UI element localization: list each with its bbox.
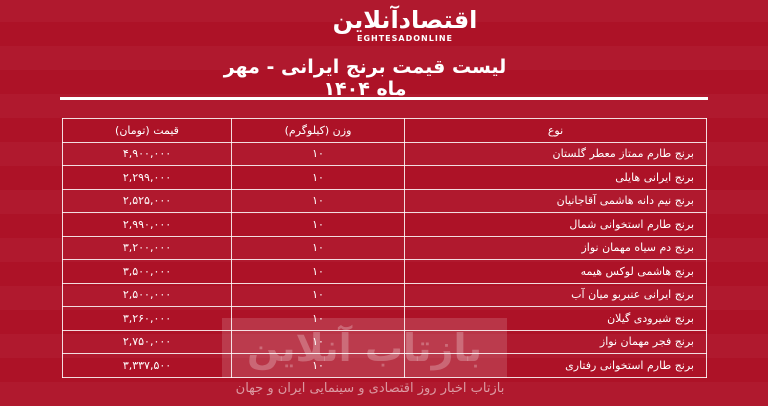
cell-name: برنج نیم دانه هاشمی آقاجانیان <box>404 188 707 213</box>
table-row: برنج ایرانی هایلی ۱۰ ۲,۲۹۹,۰۰۰ <box>62 165 707 190</box>
header-weight: وزن (کیلوگرم) <box>231 118 405 143</box>
cell-name: برنج طارم استخوانی شمال <box>404 212 707 237</box>
header-name: نوع <box>404 118 707 143</box>
cell-weight: ۱۰ <box>231 165 405 190</box>
table-row: برنج دم سیاه مهمان نواز ۱۰ ۳,۲۰۰,۰۰۰ <box>62 235 707 260</box>
watermark-logo: بازتاب آنلاین <box>222 318 507 378</box>
table-row: برنج هاشمی لوکس هیمه ۱۰ ۳,۵۰۰,۰۰۰ <box>62 259 707 284</box>
cell-price: ۲,۹۹۰,۰۰۰ <box>62 212 232 237</box>
cell-price: ۲,۵۲۵,۰۰۰ <box>62 188 232 213</box>
cell-price: ۳,۲۶۰,۰۰۰ <box>62 306 232 331</box>
table-row: برنج طارم ممتاز معطر گلستان ۱۰ ۴,۹۰۰,۰۰۰ <box>62 141 707 166</box>
cell-weight: ۱۰ <box>231 141 405 166</box>
table-row: برنج ایرانی عنبربو میان آب ۱۰ ۲,۵۰۰,۰۰۰ <box>62 282 707 307</box>
cell-weight: ۱۰ <box>231 306 405 331</box>
cell-weight: ۱۰ <box>231 329 405 354</box>
cell-name: برنج طارم ممتاز معطر گلستان <box>404 141 707 166</box>
logo: اقتصادآنلاین EGHTESADONLINE <box>310 6 500 43</box>
page-title: لیست قیمت برنج ایرانی - مهر ماه ۱۴۰۴ <box>223 56 507 100</box>
table-row: برنج طارم استخوانی رفتاری ۱۰ ۳,۳۳۷,۵۰۰ <box>62 353 707 378</box>
cell-name: برنج طارم استخوانی رفتاری <box>404 353 707 378</box>
cell-name: برنج فجر مهمان نواز <box>404 329 707 354</box>
cell-name: برنج ایرانی هایلی <box>404 165 707 190</box>
table-header: نوع وزن (کیلوگرم) قیمت (تومان) <box>62 118 707 143</box>
table-row: برنج طارم استخوانی شمال ۱۰ ۲,۹۹۰,۰۰۰ <box>62 212 707 237</box>
price-table: نوع وزن (کیلوگرم) قیمت (تومان) برنج طارم… <box>62 118 707 378</box>
cell-price: ۳,۵۰۰,۰۰۰ <box>62 259 232 284</box>
cell-name: برنج دم سیاه مهمان نواز <box>404 235 707 260</box>
cell-name: برنج ایرانی عنبربو میان آب <box>404 282 707 307</box>
cell-weight: ۱۰ <box>231 259 405 284</box>
cell-weight: ۱۰ <box>231 282 405 307</box>
logo-text: اقتصادآنلاین <box>332 6 478 34</box>
cell-price: ۳,۲۰۰,۰۰۰ <box>62 235 232 260</box>
table-row: برنج نیم دانه هاشمی آقاجانیان ۱۰ ۲,۵۲۵,۰۰۰ <box>62 188 707 213</box>
table-row: برنج فجر مهمان نواز ۱۰ ۲,۷۵۰,۰۰۰ <box>62 329 707 354</box>
divider <box>60 97 708 100</box>
cell-weight: ۱۰ <box>231 212 405 237</box>
header-price: قیمت (تومان) <box>62 118 232 143</box>
cell-price: ۲,۲۹۹,۰۰۰ <box>62 165 232 190</box>
cell-price: ۴,۹۰۰,۰۰۰ <box>62 141 232 166</box>
cell-weight: ۱۰ <box>231 353 405 378</box>
watermark-tagline: بازتاب اخبار روز اقتصادی و سینمایی ایران… <box>235 381 505 396</box>
table-row: برنج شیرودی گیلان ۱۰ ۳,۲۶۰,۰۰۰ <box>62 306 707 331</box>
logo-latin: EGHTESADONLINE <box>357 34 453 43</box>
cell-name: برنج هاشمی لوکس هیمه <box>404 259 707 284</box>
cell-price: ۳,۳۳۷,۵۰۰ <box>62 353 232 378</box>
cell-weight: ۱۰ <box>231 235 405 260</box>
cell-weight: ۱۰ <box>231 188 405 213</box>
cell-price: ۲,۷۵۰,۰۰۰ <box>62 329 232 354</box>
cell-price: ۲,۵۰۰,۰۰۰ <box>62 282 232 307</box>
cell-name: برنج شیرودی گیلان <box>404 306 707 331</box>
